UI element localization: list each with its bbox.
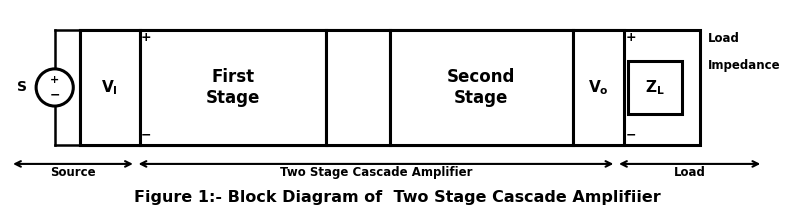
Bar — [326, 30, 390, 145]
Bar — [80, 30, 699, 145]
Text: +: + — [625, 31, 636, 44]
Bar — [628, 61, 682, 114]
Text: Two Stage Cascade Amplifier: Two Stage Cascade Amplifier — [280, 166, 472, 179]
Bar — [390, 30, 573, 145]
Text: $\mathbf{V_o}$: $\mathbf{V_o}$ — [588, 78, 609, 97]
Text: Figure 1:- Block Diagram of  Two Stage Cascade Amplifiier: Figure 1:- Block Diagram of Two Stage Ca… — [134, 190, 661, 205]
Text: S: S — [17, 80, 26, 94]
Text: Second
Stage: Second Stage — [447, 68, 515, 107]
Ellipse shape — [36, 69, 74, 106]
Text: +: + — [141, 31, 151, 44]
Bar — [80, 30, 140, 145]
Text: −: − — [50, 89, 60, 102]
Text: Source: Source — [50, 166, 96, 179]
Text: −: − — [626, 129, 636, 141]
Text: Impedance: Impedance — [707, 58, 780, 72]
Text: Load: Load — [674, 166, 706, 179]
Text: $\mathbf{V_I}$: $\mathbf{V_I}$ — [102, 78, 118, 97]
Text: $\mathbf{Z_L}$: $\mathbf{Z_L}$ — [646, 78, 665, 97]
Bar — [140, 30, 326, 145]
Text: First
Stage: First Stage — [206, 68, 260, 107]
Text: −: − — [141, 129, 151, 141]
Text: +: + — [50, 76, 59, 85]
Text: Load: Load — [707, 32, 739, 45]
Bar — [573, 30, 624, 145]
